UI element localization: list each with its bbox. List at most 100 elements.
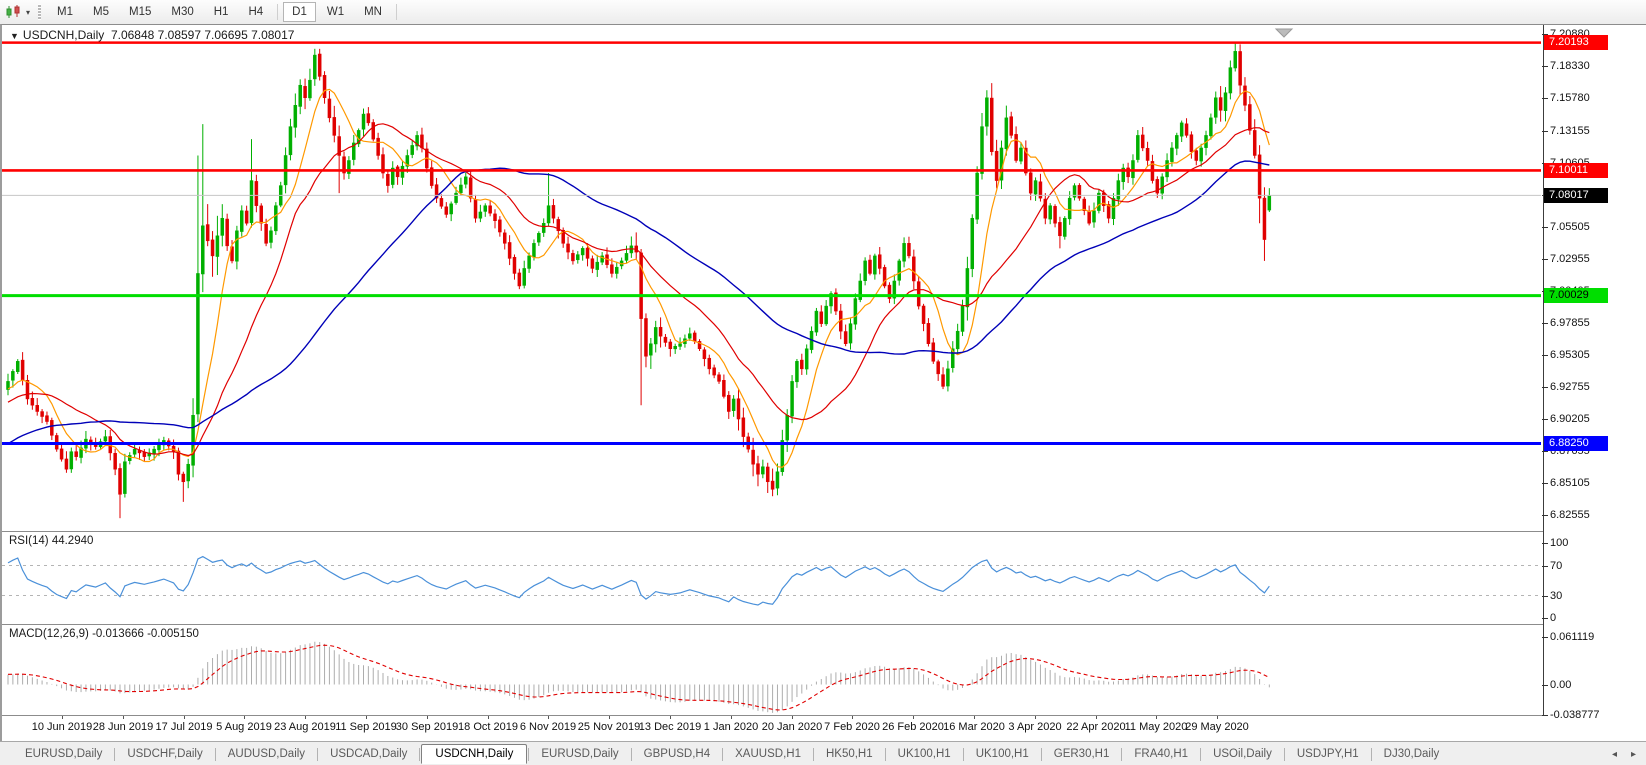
candle	[317, 53, 322, 77]
chart-shift-marker-icon[interactable]	[1274, 28, 1294, 38]
candle	[1033, 180, 1038, 195]
timeframe-button-h1[interactable]: H1	[213, 6, 229, 18]
candle	[829, 293, 833, 307]
macd-axis-tick: 0.061119	[1541, 631, 1595, 643]
timeframe-button-m30[interactable]: M30	[171, 6, 194, 18]
symbol-tab-usdcad-3[interactable]: USDCAD,Daily	[330, 748, 408, 760]
candle	[600, 255, 604, 263]
date-axis-tick	[184, 716, 185, 719]
symbol-tab-gbpusd-6[interactable]: GBPUSD,H4	[643, 748, 711, 760]
candle	[1019, 147, 1023, 162]
candle	[965, 268, 970, 308]
candle	[478, 211, 483, 219]
symbol-tab-hk50-8[interactable]: HK50,H1	[825, 748, 873, 760]
chart-period-tool[interactable]: ▾	[0, 0, 36, 24]
symbol-tab-dj30-15[interactable]: DJ30,Daily	[1383, 748, 1440, 760]
timeframe-button-m5[interactable]: M5	[93, 6, 109, 18]
macd-indicator-pane[interactable]: MACD(12,26,9) -0.013666 -0.005150	[2, 625, 1541, 715]
candle	[853, 298, 858, 325]
candle	[235, 230, 239, 262]
symbol-tab-xauusd-7[interactable]: XAUUSD,H1	[735, 748, 801, 760]
candle	[264, 224, 268, 244]
date-axis-tick	[305, 716, 306, 719]
candle	[970, 217, 975, 270]
timeframe-button-h4[interactable]: H4	[248, 6, 264, 18]
symbol-tab-usdcnh-4[interactable]: USDCNH,Daily	[421, 744, 528, 764]
symbol-tab-eurusd-0[interactable]: EURUSD,Daily	[25, 748, 103, 760]
candle	[848, 323, 853, 344]
candle	[473, 199, 478, 219]
candle	[1214, 97, 1218, 118]
candle	[980, 126, 984, 174]
date-axis-tick	[1096, 716, 1097, 719]
toolbar-separator	[395, 4, 397, 20]
candle	[1136, 135, 1140, 160]
candle	[663, 336, 668, 343]
candle	[386, 174, 390, 186]
pane-divider[interactable]	[2, 624, 1543, 625]
candle	[502, 232, 507, 244]
date-axis-tick	[488, 716, 489, 719]
date-axis-tick	[1035, 716, 1036, 719]
candle	[1257, 154, 1262, 199]
date-axis-tick	[1217, 716, 1218, 719]
price-chart-pane[interactable]: ▼ USDCNH,Daily 7.06848 7.08597 7.06695 7.…	[2, 25, 1541, 531]
tab-separator	[884, 747, 886, 761]
rsi-plot[interactable]	[2, 532, 1541, 624]
candle	[327, 98, 332, 119]
price-axis-tick: 7.15780	[1542, 92, 1590, 104]
candle	[483, 205, 488, 212]
symbol-tab-eurusd-5[interactable]: EURUSD,Daily	[541, 748, 619, 760]
timeframe-button-w1[interactable]: W1	[326, 6, 345, 18]
rsi-axis-tick: 70	[1541, 560, 1563, 572]
date-axis-label: 26 Feb 2020	[882, 721, 944, 733]
rsi-indicator-pane[interactable]: RSI(14) 44.2940	[2, 532, 1541, 624]
date-axis-tick	[913, 716, 914, 719]
candle	[921, 305, 926, 324]
candle	[342, 156, 346, 174]
candle	[181, 473, 186, 483]
candle	[1189, 134, 1194, 152]
candle	[1145, 147, 1150, 161]
date-axis-label: 23 Aug 2019	[274, 721, 336, 733]
pane-divider[interactable]	[2, 531, 1543, 532]
candle	[507, 242, 512, 259]
candlestick-plot[interactable]	[2, 25, 1541, 531]
candle	[1038, 181, 1043, 199]
date-axis[interactable]: 10 Jun 2019 28 Jun 2019 17 Jul 2019 5 Aug 2…	[2, 716, 1541, 740]
timeframe-toolbar: ▾ M1 M5 M15 M30 H1 H4 D1 W1 MN	[0, 0, 1646, 25]
candle	[931, 342, 936, 362]
symbol-tab-audusd-2[interactable]: AUDUSD,Daily	[227, 748, 306, 760]
symbol-tab-ger30-11[interactable]: GER30,H1	[1053, 748, 1110, 760]
candle	[780, 440, 785, 472]
date-axis-tick	[244, 716, 245, 719]
symbol-tab-fra40-12[interactable]: FRA40,H1	[1134, 748, 1189, 760]
timeframe-button-mn[interactable]: MN	[364, 6, 382, 18]
timeframe-button-m1[interactable]: M1	[57, 6, 73, 18]
toolbar-grip[interactable]	[38, 4, 42, 20]
candle	[653, 327, 658, 345]
chevron-down-icon[interactable]: ▾	[26, 7, 31, 17]
symbol-tab-usdjpy-14[interactable]: USDJPY,H1	[1296, 748, 1359, 760]
date-axis-tick	[62, 716, 63, 719]
tab-scroll-left-icon[interactable]: ◂	[1611, 748, 1617, 760]
date-axis-tick	[366, 716, 367, 719]
symbol-tab-usdchf-1[interactable]: USDCHF,Daily	[127, 748, 203, 760]
candle	[541, 223, 546, 233]
macd-plot[interactable]	[2, 625, 1541, 715]
candle	[361, 113, 366, 130]
candle	[1087, 210, 1091, 224]
symbol-tab-uk100-10[interactable]: UK100,H1	[975, 748, 1029, 760]
candle	[517, 272, 522, 287]
timeframe-button-d1[interactable]: D1	[283, 2, 316, 22]
chart-window: ▼ USDCNH,Daily 7.06848 7.08597 7.06695 7.…	[0, 24, 1646, 742]
tab-separator	[528, 747, 530, 761]
candle	[1165, 160, 1169, 178]
timeframe-button-m15[interactable]: M15	[128, 6, 152, 18]
candle	[912, 256, 916, 282]
symbol-tab-usoil-13[interactable]: USOil,Daily	[1213, 748, 1272, 760]
tab-scroll-right-icon[interactable]: ▸	[1630, 748, 1636, 760]
price-axis-tick: 6.90205	[1542, 413, 1590, 425]
candle	[11, 371, 15, 381]
symbol-tab-uk100-9[interactable]: UK100,H1	[897, 748, 951, 760]
